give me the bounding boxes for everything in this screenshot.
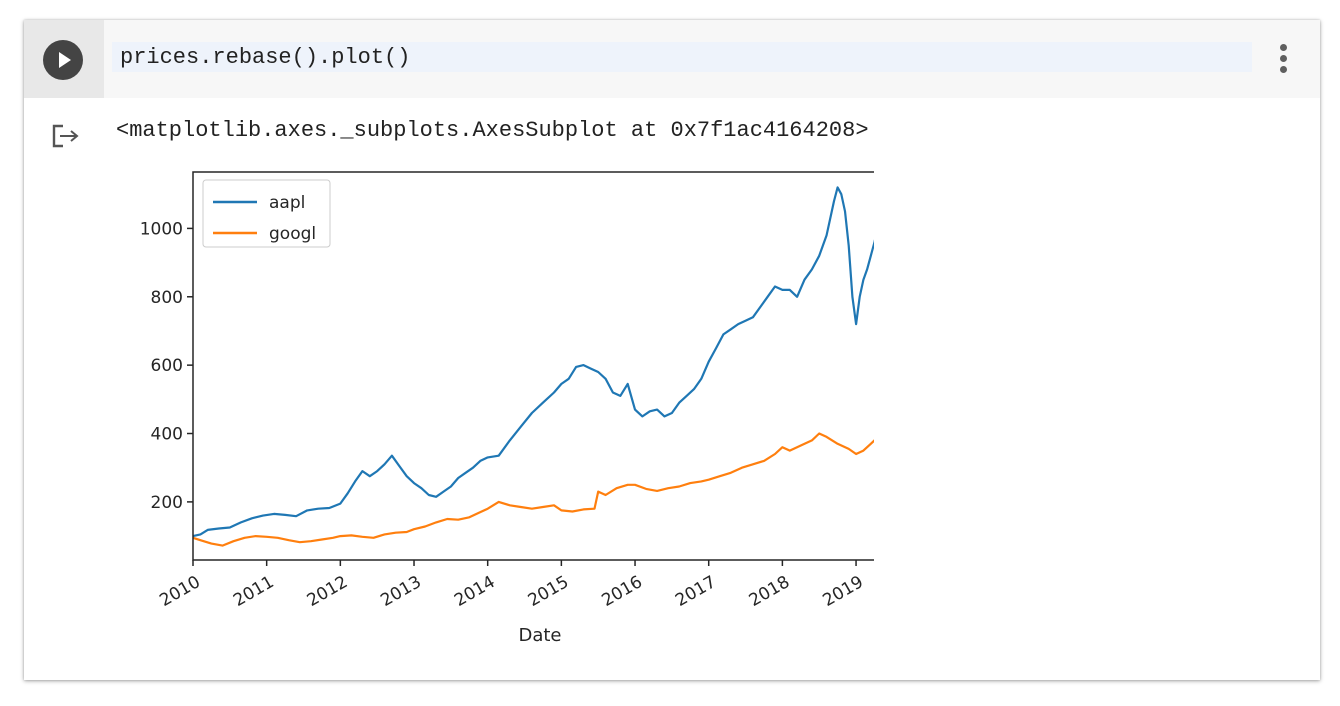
output-redirect-icon[interactable]: [52, 124, 82, 148]
y-tick-label: 200: [151, 493, 183, 513]
y-tick-label: 600: [151, 356, 183, 376]
y-tick-label: 800: [151, 288, 183, 308]
play-icon: [59, 52, 71, 68]
x-tick-label: 2012: [304, 572, 351, 611]
x-tick-label: 2017: [672, 572, 719, 611]
cell-gutter: [24, 20, 104, 98]
x-tick-label: 2016: [598, 572, 645, 611]
plot-frame: [192, 171, 874, 561]
x-tick-label: 2018: [746, 572, 793, 611]
more-vert-icon: [1280, 44, 1287, 51]
legend-frame: [202, 179, 331, 248]
x-axis: 2010 2011 2012 2013 2014 2015 2016 2017 2018 2019: [156, 560, 867, 611]
series-lines: [192, 186, 874, 547]
code-editor[interactable]: prices.rebase().plot(): [112, 42, 1252, 72]
code-cell: prices.rebase().plot() <matplotlib.axes.…: [24, 20, 1320, 680]
x-axis-label: Date: [518, 625, 561, 646]
legend: aapl googl: [202, 179, 331, 248]
x-tick-label: 2014: [451, 572, 498, 611]
legend-label-googl: googl: [269, 224, 316, 244]
x-tick-label: 2010: [156, 572, 203, 611]
run-cell-button[interactable]: [43, 40, 83, 80]
cell-menu-button[interactable]: [1274, 42, 1294, 76]
x-tick-label: 2015: [525, 572, 572, 611]
output-text: <matplotlib.axes._subplots.AxesSubplot a…: [116, 118, 869, 143]
x-tick-label: 2019: [819, 572, 866, 611]
y-axis: 200 400 600 800 1000: [140, 219, 193, 513]
more-vert-icon: [1280, 55, 1287, 62]
y-tick-label: 400: [151, 425, 183, 445]
series-line-aapl: [192, 186, 874, 538]
code-line[interactable]: prices.rebase().plot(): [120, 45, 411, 70]
cell-input-area: prices.rebase().plot(): [24, 20, 1320, 98]
x-tick-label: 2013: [377, 572, 424, 611]
more-vert-icon: [1280, 66, 1287, 73]
series-line-googl: [192, 432, 874, 547]
x-tick-label: 2011: [230, 572, 277, 611]
y-tick-label: 1000: [140, 219, 183, 239]
legend-label-aapl: aapl: [269, 193, 305, 213]
